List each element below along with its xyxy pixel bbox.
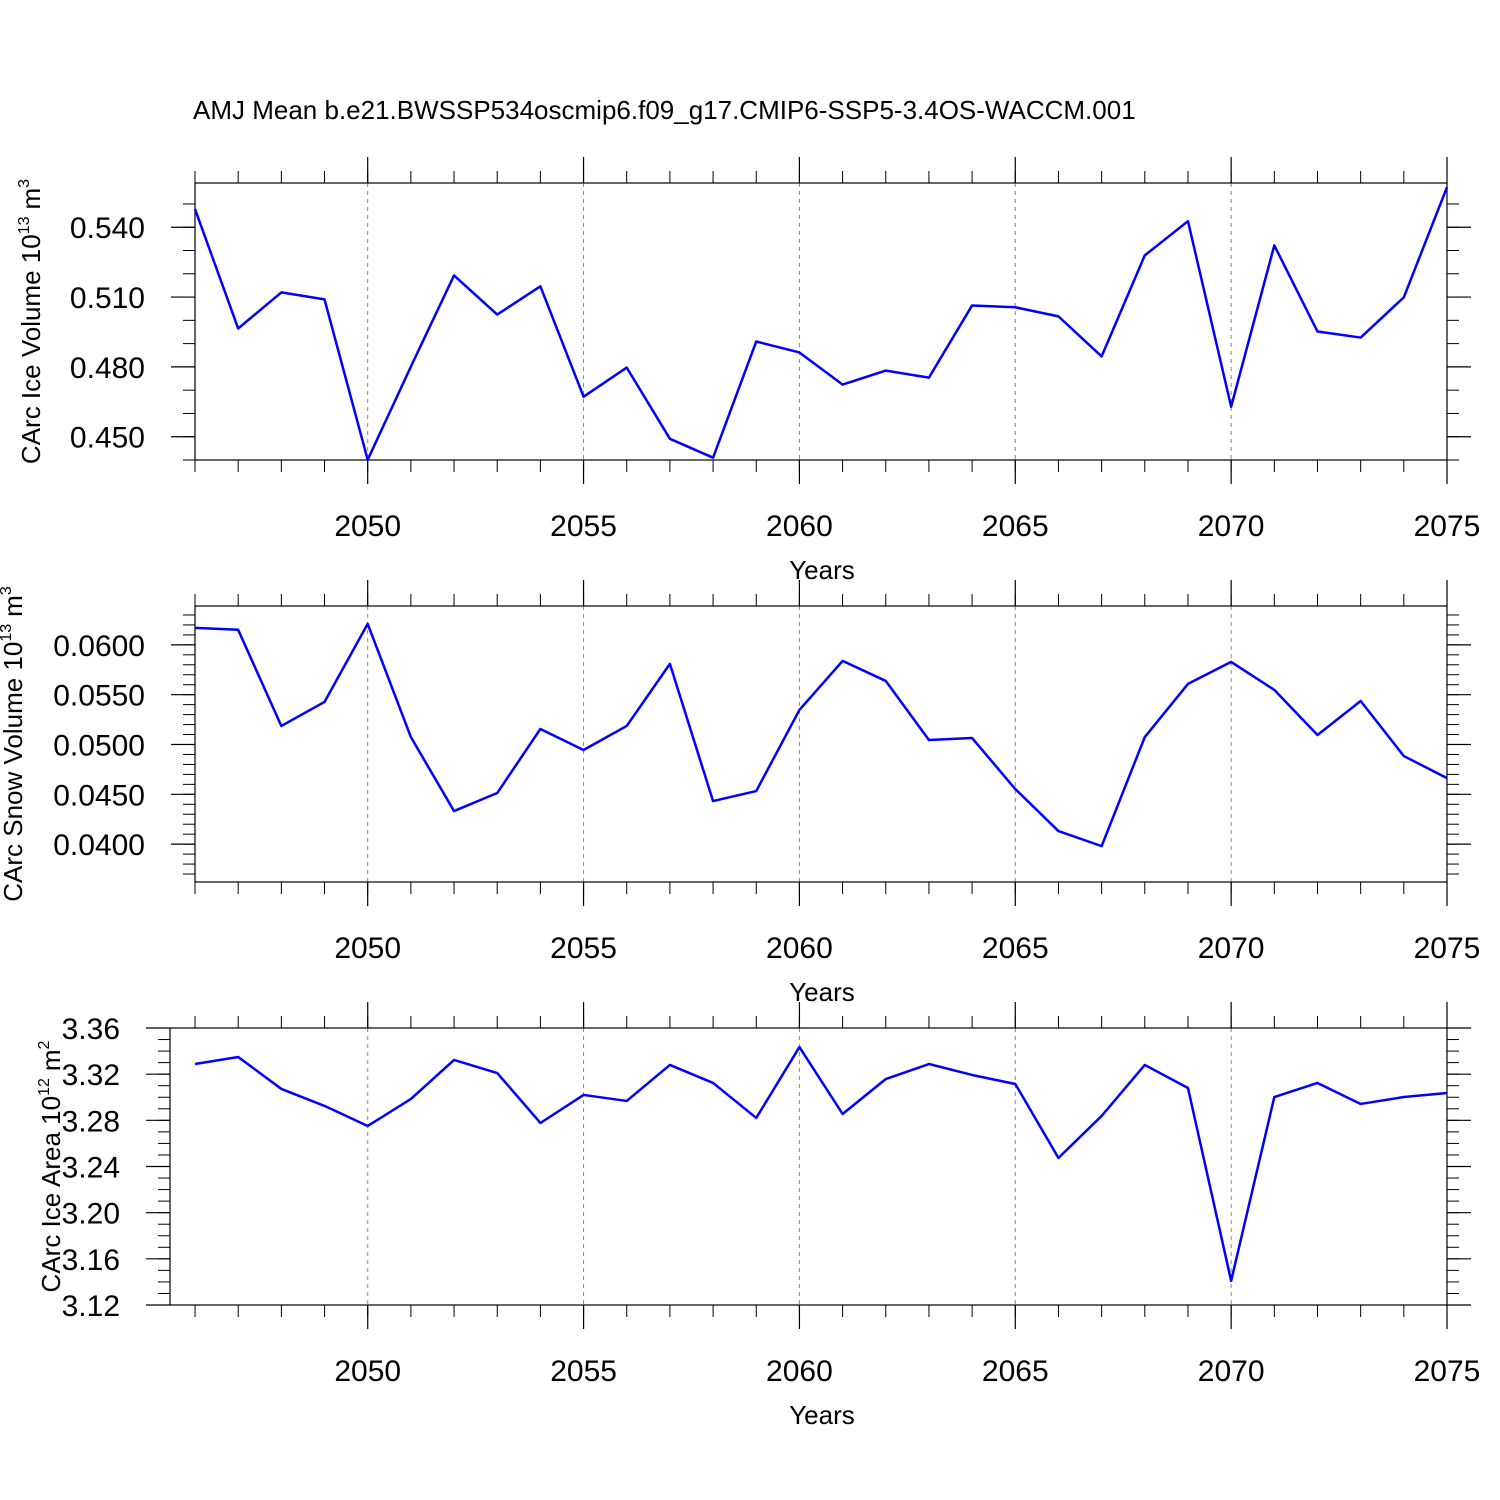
x-tick-label: 2065 xyxy=(982,932,1049,965)
y-axis-title-power: 13 xyxy=(16,216,33,234)
x-tick-label: 2070 xyxy=(1198,932,1265,965)
y-tick-label: 3.24 xyxy=(62,1152,120,1185)
x-axis-title: Years xyxy=(789,555,855,585)
y-axis-title-unit: m xyxy=(36,1049,66,1071)
x-tick-label: 2070 xyxy=(1198,1355,1265,1388)
y-axis-title-power: 13 xyxy=(0,624,15,642)
y-tick-label: 3.36 xyxy=(62,1013,120,1046)
y-tick-label: 3.32 xyxy=(62,1059,120,1092)
plot-frame xyxy=(194,605,1448,883)
x-tick-label: 2075 xyxy=(1414,1355,1481,1388)
y-axis-title-unit-power: 3 xyxy=(0,586,15,595)
y-axis-title-base: CArc Ice Volume 10 xyxy=(16,234,46,464)
y-axis-title-unit: m xyxy=(0,595,28,617)
y-tick-label: 3.20 xyxy=(62,1198,120,1231)
x-tick-label: 2070 xyxy=(1198,510,1265,543)
x-tick-label: 2055 xyxy=(550,510,617,543)
y-tick-label: 0.0450 xyxy=(53,779,145,812)
y-tick-label: 0.0550 xyxy=(53,680,145,713)
y-tick-label: 3.12 xyxy=(62,1290,120,1323)
data-line xyxy=(193,186,1449,462)
data-line xyxy=(194,622,1448,848)
plot-frame xyxy=(169,1027,1448,1306)
y-tick-label: 3.16 xyxy=(62,1244,120,1277)
y-axis-title-unit-power: 3 xyxy=(16,179,33,188)
y-tick-label: 0.0600 xyxy=(53,630,145,663)
x-tick-label: 2050 xyxy=(334,510,401,543)
x-tick-label: 2060 xyxy=(766,1355,833,1388)
y-axis-title-unit: m xyxy=(16,188,46,210)
x-tick-label: 2075 xyxy=(1414,932,1481,965)
y-axis-title-base: CArc Snow Volume 10 xyxy=(0,642,28,902)
x-tick-label: 2065 xyxy=(982,510,1049,543)
x-tick-label: 2055 xyxy=(550,1355,617,1388)
x-tick-label: 2060 xyxy=(766,510,833,543)
y-tick-label: 0.540 xyxy=(70,212,145,245)
y-axis-title: CArc Ice Volume 1013 m3 xyxy=(16,179,46,464)
chart-title: AMJ Mean b.e21.BWSSP534oscmip6.f09_g17.C… xyxy=(193,95,1136,125)
y-axis-title: CArc Ice Area 1012 m2 xyxy=(36,1040,66,1292)
y-axis-title-power: 12 xyxy=(36,1078,53,1096)
x-tick-label: 2060 xyxy=(766,932,833,965)
plot-frame xyxy=(194,182,1448,461)
x-tick-label: 2065 xyxy=(982,1355,1049,1388)
y-tick-label: 0.510 xyxy=(70,282,145,315)
x-tick-label: 2055 xyxy=(550,932,617,965)
y-axis-title-unit-power: 2 xyxy=(36,1040,53,1049)
y-axis-title-base: CArc Ice Area 10 xyxy=(36,1096,66,1293)
data-line xyxy=(194,1045,1448,1283)
y-tick-label: 0.0500 xyxy=(53,729,145,762)
y-axis-title: CArc Snow Volume 1013 m3 xyxy=(0,586,28,902)
x-axis-title: Years xyxy=(789,977,855,1007)
y-tick-label: 0.0400 xyxy=(53,829,145,862)
x-tick-label: 2050 xyxy=(334,932,401,965)
x-tick-label: 2075 xyxy=(1414,510,1481,543)
y-tick-label: 3.28 xyxy=(62,1105,120,1138)
x-axis-title: Years xyxy=(789,1400,855,1430)
y-tick-label: 0.480 xyxy=(70,352,145,385)
y-tick-label: 0.450 xyxy=(70,422,145,455)
x-tick-label: 2050 xyxy=(334,1355,401,1388)
